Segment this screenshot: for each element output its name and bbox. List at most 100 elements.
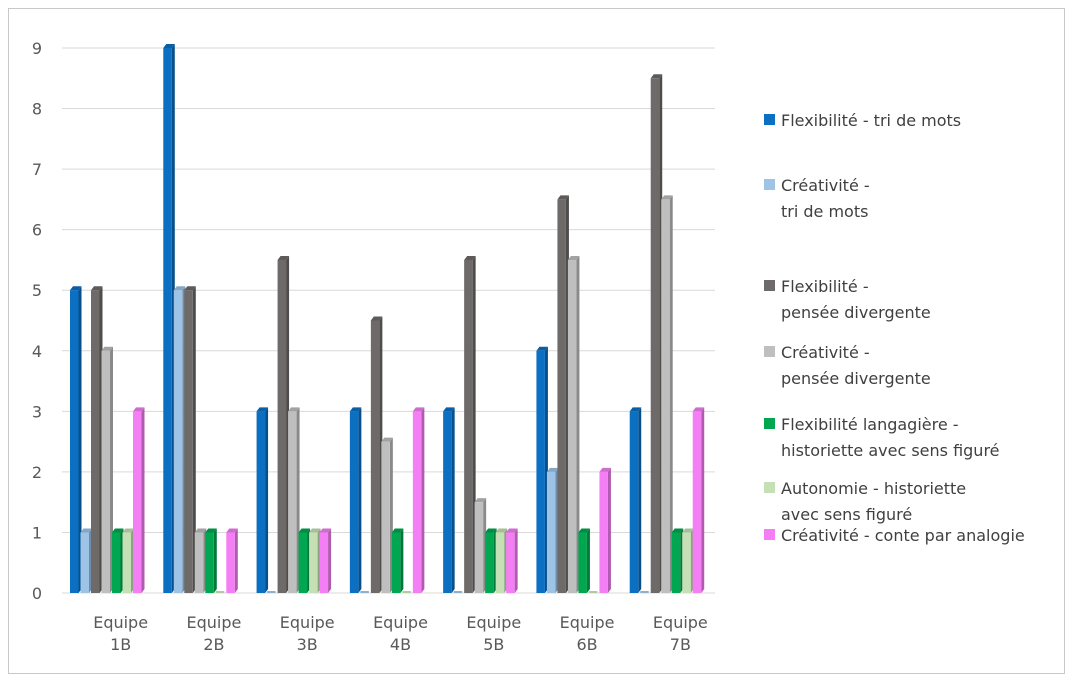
bar-zero <box>640 591 649 593</box>
x-category-label: Equipe 5B <box>466 613 521 654</box>
legend-item: Créativité - pensée divergente <box>764 343 931 388</box>
bar-front <box>546 471 556 593</box>
bar-front <box>256 411 266 593</box>
bar-front <box>173 290 183 593</box>
x-category-line: Equipe <box>466 613 521 632</box>
bar-top <box>133 407 145 412</box>
bar-front <box>112 532 121 593</box>
bar-front <box>370 320 380 593</box>
bar <box>692 407 705 593</box>
bar-side <box>514 528 518 593</box>
bar-top <box>370 316 383 321</box>
bar-top <box>682 528 694 533</box>
bar-front <box>650 78 660 594</box>
bar-top <box>671 528 684 533</box>
legend-swatch <box>764 280 775 291</box>
bar-top <box>629 407 642 412</box>
bar-front <box>298 532 308 593</box>
bar-top <box>599 467 611 472</box>
bar-top <box>288 407 300 412</box>
legend-swatch <box>764 529 775 540</box>
bar <box>506 528 518 593</box>
bar-top <box>464 255 476 260</box>
bar <box>464 255 476 593</box>
bar <box>557 195 569 593</box>
bar-top <box>495 528 508 533</box>
bar <box>546 467 559 593</box>
bar-side <box>638 407 642 593</box>
bar-top <box>184 286 196 291</box>
bar <box>402 591 411 593</box>
bar-top <box>443 407 455 412</box>
y-tick-label: 6 <box>32 221 42 240</box>
bar-front <box>184 290 193 593</box>
bar <box>381 437 393 593</box>
bar-top <box>277 255 290 260</box>
bar <box>226 528 238 593</box>
y-tick-label: 9 <box>32 39 42 58</box>
bar-side <box>192 286 196 593</box>
bar <box>309 528 321 593</box>
bar <box>194 528 207 593</box>
y-tick-label: 3 <box>32 402 42 421</box>
bar <box>80 528 92 593</box>
legend-label: Créativité - tri de mots <box>781 176 870 221</box>
bar-top <box>536 346 548 351</box>
bar-front <box>412 411 422 593</box>
bar-side <box>701 407 705 593</box>
bar <box>163 44 175 593</box>
bar-front <box>692 411 702 593</box>
bar-front <box>319 532 329 593</box>
bar <box>474 498 487 593</box>
bar <box>671 528 684 593</box>
bar <box>391 528 404 593</box>
bar-top <box>173 286 186 291</box>
legend-label-line: avec sens figuré <box>781 505 912 524</box>
bar-top <box>381 437 393 442</box>
bar-side <box>669 195 673 593</box>
bar <box>133 407 145 593</box>
bar-front <box>485 532 494 593</box>
bar <box>267 591 276 593</box>
x-category-line: 4B <box>390 635 411 654</box>
bar <box>70 286 82 593</box>
legend-item: Créativité - conte par analogie <box>764 526 1025 545</box>
bar-side <box>358 407 362 593</box>
legend-label: Autonomie - historiette avec sens figuré <box>781 479 966 524</box>
legend-swatch <box>764 179 775 190</box>
bar-zero <box>402 591 411 593</box>
bar-top <box>122 528 134 533</box>
x-category-label: Equipe 2B <box>186 613 241 654</box>
x-category-line: 3B <box>297 635 318 654</box>
bar-front <box>578 532 587 593</box>
bar-side <box>400 528 404 593</box>
bar-front <box>194 532 204 593</box>
x-category-line: 7B <box>670 635 691 654</box>
bar <box>288 407 300 593</box>
bar-side <box>451 407 455 593</box>
bar-side <box>421 407 425 593</box>
legend-item: Flexibilité langagière - historiette avec… <box>764 415 1000 460</box>
bar-zero <box>215 591 225 593</box>
bar <box>205 528 217 593</box>
x-category-line: 5B <box>483 635 504 654</box>
bar-side <box>110 346 113 593</box>
legend-label-line: Créativité - <box>781 176 870 195</box>
bar-top <box>91 286 103 291</box>
bar <box>215 591 225 593</box>
legend-swatch <box>764 418 775 429</box>
bars <box>70 44 705 594</box>
bar <box>567 255 580 593</box>
bar-front <box>671 532 681 593</box>
legend: Flexibilité - tri de mots Créativité - tri… <box>764 111 1025 545</box>
x-category-label: Equipe 1B <box>93 613 148 654</box>
bar-top <box>309 528 321 533</box>
bar-front <box>101 350 110 593</box>
bar-top <box>298 528 311 533</box>
bar <box>370 316 383 593</box>
bar-side <box>607 467 611 593</box>
y-tick-label: 1 <box>32 523 42 542</box>
bar <box>184 286 196 593</box>
bar-side <box>328 528 332 593</box>
bar <box>536 346 548 593</box>
